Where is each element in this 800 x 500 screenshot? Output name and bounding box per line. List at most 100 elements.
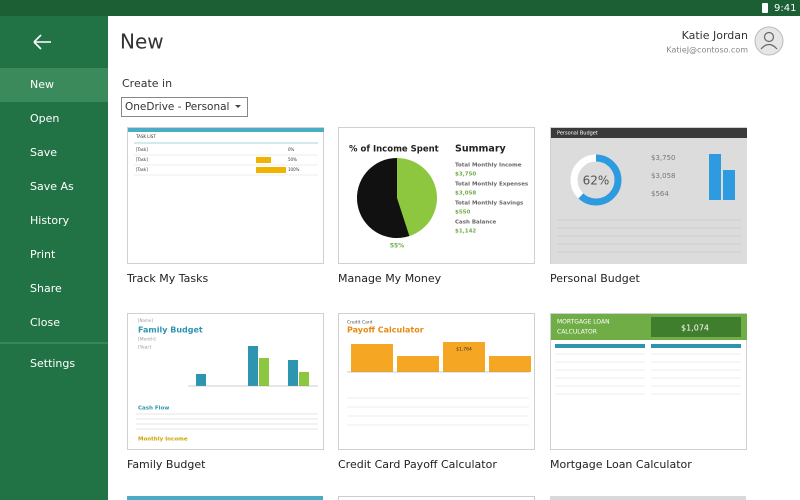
thumb-text: $3,058 xyxy=(651,172,676,180)
menu-item[interactable]: Open xyxy=(30,112,59,125)
avatar[interactable] xyxy=(754,26,784,56)
thumb-shape xyxy=(248,346,258,386)
thumb-text: $3,750 xyxy=(455,172,476,178)
thumb-shape xyxy=(443,342,485,372)
dropdown-arrow xyxy=(235,105,241,108)
card-frame xyxy=(127,127,324,264)
template-name: Mortgage Loan Calculator xyxy=(550,458,692,471)
thumb-text: MORTGAGE LOAN xyxy=(557,319,610,326)
card-partial xyxy=(338,496,535,500)
thumb-shape xyxy=(489,356,531,372)
status-bar xyxy=(0,0,800,16)
menu-label: Close xyxy=(30,316,60,329)
template-name: Track My Tasks xyxy=(126,272,209,285)
menu-item[interactable]: New xyxy=(0,68,108,102)
thumb-text: [Task] xyxy=(136,167,148,172)
menu-item[interactable]: Share xyxy=(30,282,62,295)
template-card[interactable]: MORTGAGE LOAN CALCULATOR $1,074 Mortgage Lo… xyxy=(550,313,747,472)
template-name: Manage My Money xyxy=(338,272,442,285)
template-thumbnail: % of Income Spent Summary 55% Total Monthly… xyxy=(349,144,529,250)
thumb-text: [Task] xyxy=(136,147,148,152)
card-partial xyxy=(550,496,746,500)
thumb-text: 0% xyxy=(288,147,295,152)
clock: 9:41 xyxy=(774,3,796,14)
menu-label: Save As xyxy=(30,180,74,193)
thumb-text: 55% xyxy=(390,243,404,250)
menu-label: Print xyxy=(30,248,56,261)
thumb-shape xyxy=(551,128,747,138)
thumb-text: Total Monthly Income xyxy=(455,163,522,169)
thumb-shape xyxy=(723,170,735,200)
progress-bar xyxy=(256,167,286,173)
thumb-text: Personal Budget xyxy=(557,131,598,137)
thumb-shape xyxy=(259,358,269,386)
thumb-text: Payoff Calculator xyxy=(347,326,424,335)
menu-label: New xyxy=(30,78,54,91)
thumb-text: $1,764 xyxy=(456,347,472,353)
template-card[interactable]: [Name] Family Budget [Month] [Year] Cash Flo… xyxy=(127,313,324,472)
thumb-text: Total Monthly Savings xyxy=(455,201,524,207)
user-name: Katie Jordan xyxy=(682,29,748,42)
thumb-text: Cash Balance xyxy=(455,220,497,226)
thumb-text: [Year] xyxy=(138,345,151,351)
thumb-shape xyxy=(299,372,309,386)
thumb-text: Total Monthly Expenses xyxy=(455,182,529,188)
menu-item[interactable]: Save xyxy=(30,146,57,159)
thumb-text: [Month] xyxy=(138,337,156,343)
template-name: Personal Budget xyxy=(550,272,641,285)
progress-bar xyxy=(256,157,271,163)
thumb-text: $1,074 xyxy=(681,324,709,333)
thumb-text: $550 xyxy=(455,210,470,216)
menu-item[interactable]: Close xyxy=(30,316,60,329)
thumb-text: TASK LIST xyxy=(135,134,156,139)
back-button[interactable] xyxy=(33,34,51,50)
template-thumbnail: MORTGAGE LOAN CALCULATOR $1,074 xyxy=(551,314,747,395)
menu-highlight xyxy=(0,68,108,102)
template-thumbnail: [Name] Family Budget [Month] [Year] Cash Flo… xyxy=(136,318,318,443)
thumb-text: $3,750 xyxy=(651,154,676,162)
thumb-text: Summary xyxy=(455,144,506,155)
thumb-text: Credit Card xyxy=(347,320,373,326)
thumb-shape xyxy=(351,344,393,372)
page-title: New xyxy=(120,30,164,54)
menu-item[interactable]: Save As xyxy=(30,180,74,193)
location-value: OneDrive - Personal xyxy=(125,101,229,113)
create-in-label: Create in xyxy=(122,77,172,90)
thumb-text: $3,058 xyxy=(455,191,476,197)
pie-slice xyxy=(357,158,410,238)
donut-arc xyxy=(570,154,622,206)
template-thumbnail: Personal Budget 62% $3,750 $3,058 $564 xyxy=(551,128,747,264)
thumb-text: Cash Flow xyxy=(138,406,169,412)
thumb-shape xyxy=(555,344,645,348)
thumb-text: 62% xyxy=(583,174,610,188)
template-card[interactable]: TASK LIST [Task] 0% [Task] 50% [Task] 100% Trac… xyxy=(126,127,324,286)
thumb-text: Monthly Income xyxy=(138,437,188,443)
thumb-shape xyxy=(288,360,298,386)
location-dropdown[interactable] xyxy=(121,97,248,117)
thumb-text: CALCULATOR xyxy=(557,329,597,336)
thumb-shape xyxy=(196,374,206,386)
thumb-text: $564 xyxy=(651,190,669,198)
template-card[interactable]: Personal Budget62%$3,750$3,058$564Person… xyxy=(550,127,747,286)
menu-item[interactable]: History xyxy=(30,214,70,227)
menu-label: Open xyxy=(30,112,59,125)
menu-label[interactable]: Settings xyxy=(30,357,75,370)
menu-label: Save xyxy=(30,146,57,159)
template-card[interactable]: % of Income Spent Summary 55% Total Monthly… xyxy=(338,127,535,286)
thumb-text: 100% xyxy=(288,167,300,172)
menu-item[interactable]: Print xyxy=(30,248,56,261)
user-email: KatieJ@contoso.com xyxy=(666,46,748,55)
thumb-text: [Task] xyxy=(136,157,148,162)
thumb-shape xyxy=(128,128,324,132)
menu-label: Share xyxy=(30,282,62,295)
thumb-text: $1,142 xyxy=(455,229,476,235)
thumb-text: [Name] xyxy=(138,318,153,323)
thumb-text: % of Income Spent xyxy=(349,145,439,155)
thumb-text: Family Budget xyxy=(138,326,203,335)
template-name: Credit Card Payoff Calculator xyxy=(338,458,497,471)
thumb-shape xyxy=(397,356,439,372)
thumb-text: 50% xyxy=(288,157,297,162)
